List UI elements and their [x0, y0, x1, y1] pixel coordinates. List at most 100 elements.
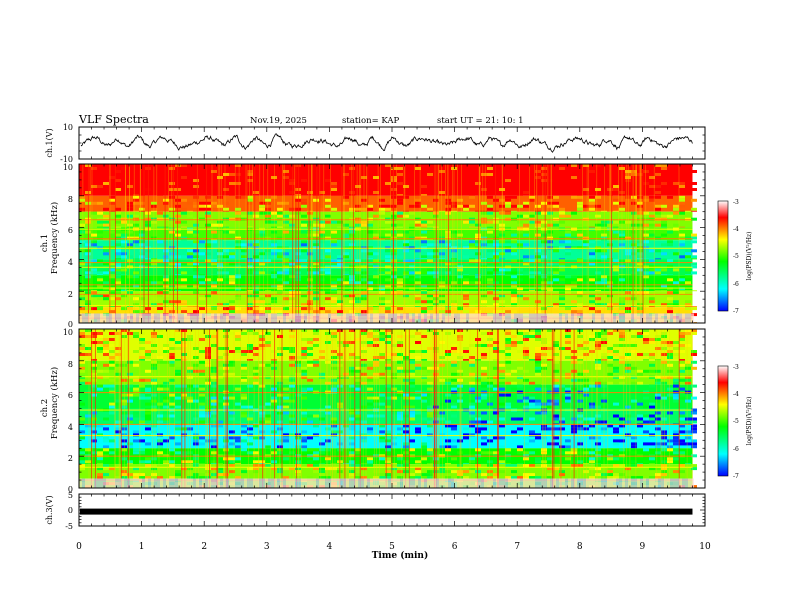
spectrogram-cell: [127, 445, 133, 449]
spectrogram-cell: [199, 476, 205, 480]
spectrogram-cell: [661, 284, 667, 288]
spectrogram-cell: [367, 176, 373, 179]
spectrogram-cell: [373, 233, 379, 237]
spectrogram-cell: [355, 281, 361, 285]
spectrogram-low-band: [517, 313, 520, 323]
spectrogram-cell: [391, 204, 397, 208]
spectrogram-cell: [289, 290, 295, 292]
spectrogram-cell: [415, 188, 421, 191]
spectrogram-cell: [427, 414, 433, 418]
spectrogram-cell: [289, 433, 295, 437]
spectrogram-cell: [535, 460, 541, 464]
spectrogram-cell: [271, 387, 277, 391]
spectrogram-cell: [427, 387, 433, 391]
spectrogram-cell: [193, 262, 199, 266]
spectrogram-cell: [379, 439, 385, 443]
spectrogram-cell: [505, 204, 511, 208]
spectrogram-cell: [79, 420, 85, 424]
spectrogram-cell: [517, 220, 523, 224]
spectrogram-cell: [421, 442, 427, 446]
spectrogram-cell: [97, 451, 103, 455]
spectrogram-cell: [103, 464, 109, 468]
spectrogram-cell: [643, 170, 649, 173]
spectrogram-cell: [367, 207, 373, 211]
spectrogram-cell: [583, 427, 589, 431]
spectrogram-cell: [427, 451, 433, 455]
spectrogram-cell: [253, 464, 259, 468]
spectrogram-cell: [589, 300, 595, 304]
spectrogram-cell: [673, 182, 679, 185]
spectrogram-cell: [415, 236, 421, 240]
spectrogram-cell: [685, 306, 691, 308]
spectrogram-cell: [517, 375, 523, 379]
spectrogram-cell: [565, 170, 571, 173]
spectrogram-cell: [415, 220, 421, 224]
spectrogram-cell: [409, 188, 415, 191]
spectrogram-cell: [283, 307, 289, 311]
spectrogram-low-band: [382, 313, 385, 323]
spectrogram-cell: [337, 185, 343, 188]
spectrogram-cell: [553, 223, 559, 227]
spectrogram-cell: [649, 402, 655, 406]
spectrogram-cell: [337, 262, 343, 266]
spectrogram-cell: [397, 332, 403, 335]
spectrogram-cell: [643, 294, 649, 298]
spectrogram-cell: [487, 476, 493, 480]
spectrogram-cell: [79, 460, 85, 464]
spectrogram-cell: [493, 220, 499, 224]
spectrogram-cell: [331, 185, 337, 188]
spectrogram-cell: [625, 310, 631, 314]
spectrogram-cell: [79, 430, 85, 434]
spectrogram-cell: [139, 356, 145, 359]
spectrogram-cell: [439, 445, 445, 449]
spectrogram-cell: [643, 396, 649, 400]
spectrogram-cell: [523, 451, 529, 455]
spectrogram-low-band: [271, 313, 274, 323]
spectrogram-cell: [547, 271, 553, 275]
spectrogram-cell: [103, 262, 109, 266]
spectrogram-cell: [463, 470, 469, 474]
spectrogram-cell: [577, 378, 583, 382]
spectrogram-cell: [103, 384, 109, 388]
spectrogram-cell: [79, 207, 85, 211]
spectrogram-cell: [397, 470, 403, 474]
spectrogram-cell: [421, 255, 427, 259]
spectrogram-cell: [487, 207, 493, 211]
spectrogram-cell: [499, 417, 505, 421]
spectrogram-cell: [547, 223, 553, 227]
spectrogram-cell: [439, 294, 445, 298]
spectrogram-cell: [199, 405, 205, 409]
spectrogram-cell: [673, 442, 679, 446]
spectrogram-cell: [271, 457, 277, 461]
spectrogram-low-band: [505, 313, 508, 323]
spectrogram-cell: [439, 210, 445, 212]
spectrogram-low-band: [118, 313, 121, 323]
spectrogram-cell: [211, 259, 217, 263]
spectrogram-cell: [589, 307, 595, 311]
spectrogram-cell: [421, 167, 427, 170]
spectrogram-cell: [307, 414, 313, 418]
spectrogram-cell: [481, 239, 487, 241]
spectrogram-cell: [427, 173, 433, 176]
spectrogram-cell: [481, 366, 487, 370]
spectrogram-low-band: [424, 313, 427, 323]
spectrogram-cell: [283, 252, 289, 256]
spectrogram-cell: [301, 259, 307, 263]
spectrogram-cell: [577, 414, 583, 418]
spectrogram-cell: [277, 405, 283, 409]
spectrogram-cell: [469, 372, 475, 376]
spectrogram-cell: [259, 307, 265, 311]
spectrogram-cell: [475, 310, 481, 314]
spectrogram-low-band: [394, 313, 397, 323]
spectrogram-cell: [637, 464, 643, 468]
spectrogram-cell: [361, 347, 367, 350]
spectrogram-cell: [649, 297, 655, 301]
spectrogram-cell: [217, 402, 223, 406]
spectrogram-cell: [673, 207, 679, 211]
spectrogram-cell: [643, 275, 649, 279]
spectrogram-cell: [223, 303, 229, 307]
spectrogram-cell: [121, 274, 127, 276]
spectrogram-cell: [637, 402, 643, 406]
spectrogram-cell: [667, 356, 673, 359]
spectrogram-cell: [115, 211, 121, 215]
